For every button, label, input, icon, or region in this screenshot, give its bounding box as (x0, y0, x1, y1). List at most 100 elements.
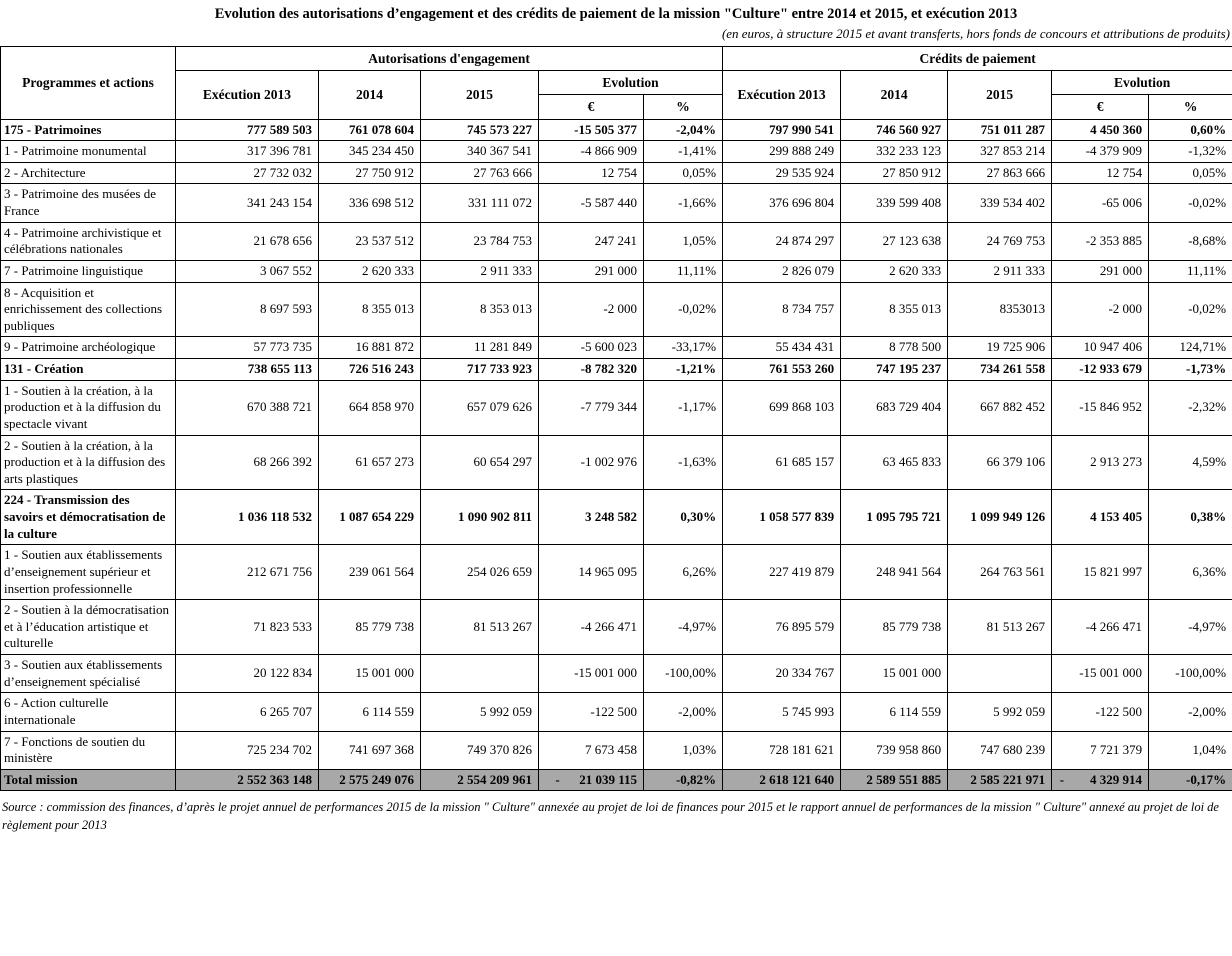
header-row-groups: Programmes et actions Autorisations d'en… (0, 45, 1232, 120)
cell-value: -0,02% (1148, 281, 1232, 338)
cell-value: -1,41% (642, 140, 724, 163)
table-row: 175 - Patrimoines 777 589 503 761 078 604 7… (0, 118, 1232, 142)
cell-value: -2 000 (1051, 281, 1150, 338)
header-cp-2014: 2014 (840, 70, 949, 120)
cell-value: 299 888 249 (722, 140, 842, 163)
cell-value: 227 419 879 (722, 544, 842, 601)
cell-value: 6 114 559 (840, 692, 949, 732)
row-label: 1 - Patrimoine monumental (0, 140, 176, 163)
cell-value: 61 685 157 (722, 434, 842, 491)
cell-value (947, 654, 1053, 694)
cell-value: -2 353 885 (1051, 221, 1150, 261)
cell-value: 2 554 209 961 (420, 768, 539, 792)
cell-value: -0,02% (1148, 183, 1232, 223)
cell-value: 3 248 582 (538, 489, 644, 546)
cell-value: 6 265 707 (175, 692, 319, 732)
cell-value: 2 826 079 (722, 259, 842, 283)
cell-value: -1,66% (642, 183, 724, 223)
cell-value: 699 868 103 (722, 379, 842, 436)
cell-value: 20 122 834 (175, 654, 319, 694)
table-row: 3 - Soutien aux établissements d’enseign… (0, 654, 1232, 694)
cell-value: 27 763 666 (420, 161, 539, 185)
cell-value: 15 821 997 (1051, 544, 1150, 601)
row-label: 8 - Acquisition et enrichissement des co… (0, 281, 176, 338)
cell-value: 23 784 753 (420, 221, 539, 261)
cell-value: 11,11% (642, 259, 724, 283)
cell-value: -15 505 377 (538, 118, 644, 142)
header-cp-execution-2013: Exécution 2013 (722, 70, 842, 120)
cell-value: -12 933 679 (1051, 358, 1150, 381)
cell-value: 55 434 431 (722, 336, 842, 360)
cell-value: 63 465 833 (840, 434, 949, 491)
cell-value: 2 620 333 (318, 259, 421, 283)
cell-value: 2 913 273 (1051, 434, 1150, 491)
cell-value: - 21 039 115 (538, 768, 644, 792)
cell-value: 1,04% (1148, 730, 1232, 770)
cell-value: 248 941 564 (840, 544, 949, 601)
table-row: Total mission 2 552 363 148 2 575 249 076 2… (0, 768, 1232, 792)
cell-value: 291 000 (538, 259, 644, 283)
cell-value: 4 450 360 (1051, 118, 1150, 142)
cell-value: 0,30% (642, 489, 724, 546)
header-cp-evolution-euro: € (1051, 94, 1150, 120)
cell-value: -1,21% (642, 358, 724, 381)
cell-value: 24 874 297 (722, 221, 842, 261)
cell-value: 746 560 927 (840, 118, 949, 142)
cell-value: 761 078 604 (318, 118, 421, 142)
cell-value: -2,00% (1148, 692, 1232, 732)
cell-value: 745 573 227 (420, 118, 539, 142)
cell-value: -1,17% (642, 379, 724, 436)
row-label: 2 - Architecture (0, 161, 176, 185)
header-ae-2015: 2015 (420, 70, 539, 120)
cell-value: 339 599 408 (840, 183, 949, 223)
cell-value: 15 001 000 (840, 654, 949, 694)
cell-value: 12 754 (1051, 161, 1150, 185)
table-row: 3 - Patrimoine des musées de France 341 2… (0, 183, 1232, 223)
cell-value: -15 001 000 (538, 654, 644, 694)
header-group-autorisations-engagement: Autorisations d'engagement (174, 45, 724, 72)
table-row: 8 - Acquisition et enrichissement des co… (0, 281, 1232, 338)
cell-value: 239 061 564 (318, 544, 421, 601)
cell-value: 6,26% (642, 544, 724, 601)
cell-value: 27 863 666 (947, 161, 1053, 185)
cell-value: -4,97% (642, 599, 724, 656)
cell-value: 0,60% (1148, 118, 1232, 142)
cell-value: 341 243 154 (175, 183, 319, 223)
cell-value: 739 958 860 (840, 730, 949, 770)
cell-value: 1 090 902 811 (420, 489, 539, 546)
cell-value: 6 114 559 (318, 692, 421, 732)
cell-value: 24 769 753 (947, 221, 1053, 261)
cell-value: -1,63% (642, 434, 724, 491)
cell-value: 1,03% (642, 730, 724, 770)
cell-value: 317 396 781 (175, 140, 319, 163)
cell-value: 7 673 458 (538, 730, 644, 770)
table-row: 7 - Fonctions de soutien du ministère 725… (0, 730, 1232, 770)
cell-value: 2 589 551 885 (840, 768, 949, 792)
cell-value: 376 696 804 (722, 183, 842, 223)
cell-value: 7 721 379 (1051, 730, 1150, 770)
cell-value: 1 036 118 532 (175, 489, 319, 546)
cell-value: 327 853 214 (947, 140, 1053, 163)
cell-value: 1 087 654 229 (318, 489, 421, 546)
cell-value: -8,68% (1148, 221, 1232, 261)
cell-value: -15 001 000 (1051, 654, 1150, 694)
cell-value: 4,59% (1148, 434, 1232, 491)
cell-value: 8 778 500 (840, 336, 949, 360)
cell-value: 8 353 013 (420, 281, 539, 338)
cell-value: 725 234 702 (175, 730, 319, 770)
row-label: 7 - Fonctions de soutien du ministère (0, 730, 176, 770)
cell-value: 6,36% (1148, 544, 1232, 601)
cell-value: 683 729 404 (840, 379, 949, 436)
cell-value (420, 654, 539, 694)
cell-value: 11 281 849 (420, 336, 539, 360)
cell-value: 738 655 113 (175, 358, 319, 381)
cell-value: 2 911 333 (947, 259, 1053, 283)
header-cp-2015: 2015 (947, 70, 1053, 120)
cell-value: -1,32% (1148, 140, 1232, 163)
header-programmes: Programmes et actions (0, 45, 176, 120)
row-label: 2 - Soutien à la création, à la producti… (0, 434, 176, 491)
cell-value: -4 266 471 (1051, 599, 1150, 656)
row-label: 175 - Patrimoines (0, 118, 176, 142)
cell-value: 1 099 949 126 (947, 489, 1053, 546)
cell-value: -122 500 (1051, 692, 1150, 732)
